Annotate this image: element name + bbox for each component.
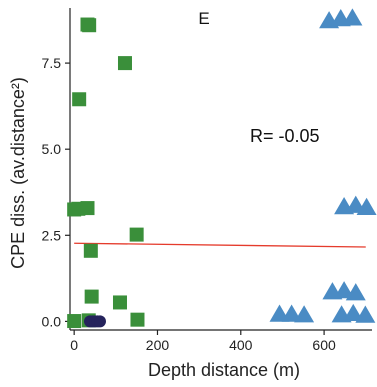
square-point [117, 56, 132, 71]
x-axis-title: Depth distance (m) [148, 360, 300, 380]
circle-point [93, 315, 106, 328]
y-tick-label: 5.0 [42, 141, 62, 157]
triangle-point [334, 281, 355, 299]
triangle-point [356, 197, 377, 215]
triangle-point [343, 303, 364, 322]
triangle-point [281, 304, 302, 322]
y-tick-label: 0.0 [42, 313, 62, 329]
x-tick-label: 0 [70, 337, 78, 353]
x-tick-label: 400 [229, 337, 253, 353]
x-tick-label: 600 [312, 337, 336, 353]
trend-line [74, 242, 366, 248]
correlation-annotation: R= -0.05 [250, 126, 320, 146]
square-point [67, 314, 82, 329]
square-point [83, 243, 98, 258]
y-tick-label: 2.5 [42, 227, 62, 243]
square-point [82, 18, 97, 33]
panel-label: E [198, 9, 209, 28]
triangle-point [355, 305, 376, 323]
triangle-point [342, 8, 363, 26]
y-axis-title: CPE diss. (av.distance²) [8, 77, 28, 269]
square-point [84, 289, 99, 304]
triangle-point [345, 283, 366, 301]
square-point [129, 227, 144, 242]
y-tick-label: 7.5 [42, 55, 62, 71]
square-point [112, 295, 127, 310]
square-point [80, 201, 95, 216]
plot-area: 0 200 400 600 0.0 2.5 5.0 7.5 [42, 8, 377, 353]
x-tick-label: 200 [146, 337, 170, 353]
triangle-point [294, 305, 315, 323]
square-point [130, 312, 145, 327]
square-point [72, 92, 87, 107]
